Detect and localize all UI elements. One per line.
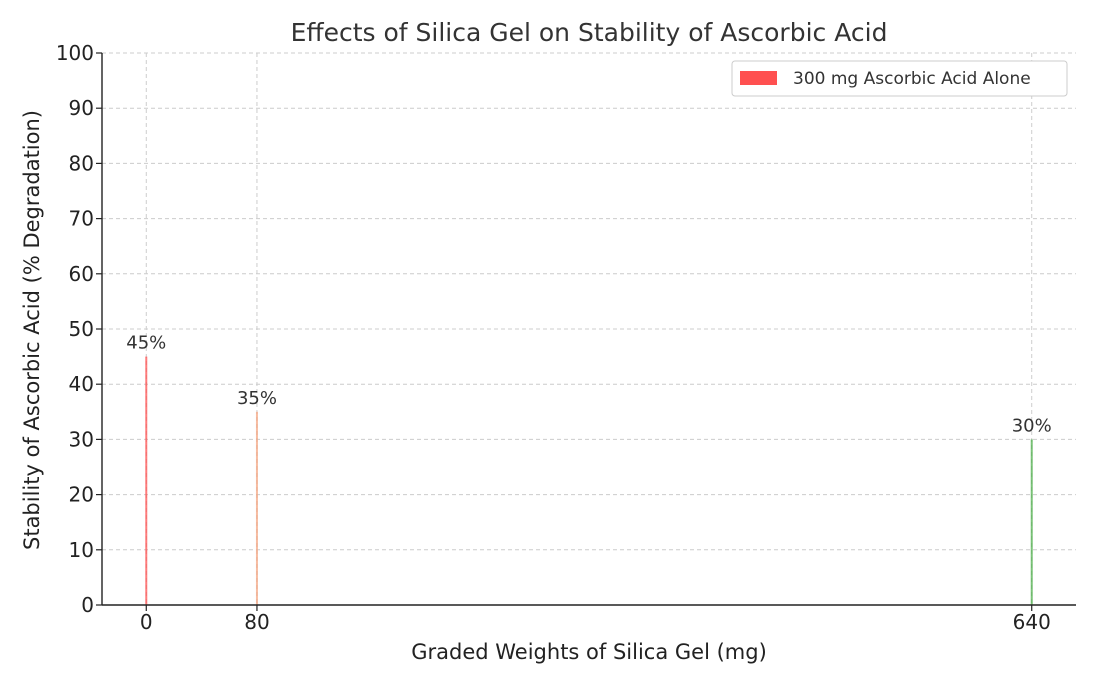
data-label: 35% (237, 388, 277, 409)
y-axis-ticks: 0 10 20 30 40 50 60 70 80 90 100 (56, 41, 102, 617)
x-tick-label: 640 (1013, 610, 1051, 634)
chart-title: Effects of Silica Gel on Stability of As… (291, 18, 888, 47)
y-axis-label: Stability of Ascorbic Acid (% Degradatio… (20, 110, 44, 550)
x-tick-label: 80 (244, 610, 269, 634)
bar (255, 411, 258, 605)
grid (102, 52, 1076, 606)
x-tick-label: 0 (140, 610, 153, 634)
data-labels: 45% 35% 30% (126, 333, 1051, 437)
y-tick-label: 90 (69, 96, 94, 120)
data-label: 30% (1012, 415, 1052, 436)
x-axis-ticks: 0 80 640 (140, 605, 1051, 634)
legend-box (731, 60, 1068, 97)
y-tick-label: 30 (69, 427, 94, 451)
bars (145, 356, 1033, 605)
y-tick-label: 20 (69, 483, 94, 507)
bar (145, 356, 148, 605)
y-tick-label: 100 (56, 41, 94, 65)
y-tick-label: 60 (69, 262, 94, 286)
legend-swatch (740, 71, 777, 85)
y-tick-label: 70 (69, 207, 94, 231)
bar (1030, 439, 1033, 605)
data-label: 45% (126, 333, 166, 354)
x-axis-label: Graded Weights of Silica Gel (mg) (411, 640, 767, 664)
y-tick-label: 80 (69, 151, 94, 175)
legend: 300 mg Ascorbic Acid Alone (731, 60, 1068, 97)
y-tick-label: 50 (69, 317, 94, 341)
y-tick-label: 0 (81, 593, 94, 617)
y-tick-label: 40 (69, 372, 94, 396)
y-tick-label: 10 (69, 538, 94, 562)
legend-entry-label: 300 mg Ascorbic Acid Alone (793, 69, 1031, 89)
